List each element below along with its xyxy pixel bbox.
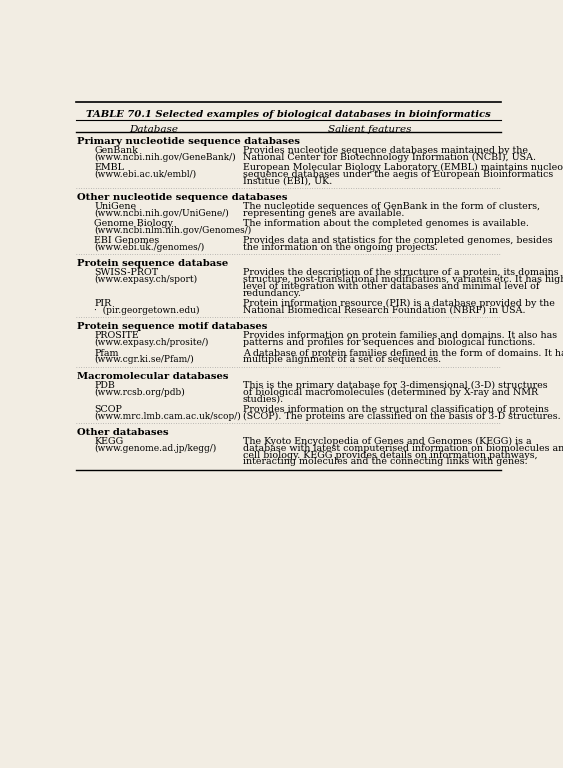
Text: interacting molecules and the connecting links with genes.: interacting molecules and the connecting… — [243, 457, 528, 466]
Text: (www.ebi.uk./genomes/): (www.ebi.uk./genomes/) — [95, 243, 204, 252]
Text: Protein sequence database: Protein sequence database — [77, 260, 228, 268]
Text: sequence databases under the aegis of European Bioinformatics: sequence databases under the aegis of Eu… — [243, 170, 553, 179]
Text: SCOP: SCOP — [95, 405, 122, 414]
Text: (www.mrc.lmb.cam.ac.uk/scop/): (www.mrc.lmb.cam.ac.uk/scop/) — [95, 412, 241, 421]
Text: National Biomedical Research Foundation (NBRF) in USA.: National Biomedical Research Foundation … — [243, 306, 525, 315]
Text: PDB: PDB — [95, 381, 115, 389]
Text: GenBank: GenBank — [95, 146, 138, 154]
Text: cell biology. KEGG provides details on information pathways,: cell biology. KEGG provides details on i… — [243, 451, 537, 459]
Text: studies).: studies). — [243, 394, 284, 403]
Text: patterns and profiles for sequences and biological functions.: patterns and profiles for sequences and … — [243, 338, 535, 347]
Text: representing genes are available.: representing genes are available. — [243, 209, 404, 217]
Text: A database of protein families defined in the form of domains. It has: A database of protein families defined i… — [243, 349, 563, 358]
Text: (www.genome.ad.jp/kegg/): (www.genome.ad.jp/kegg/) — [95, 444, 217, 453]
Text: (www.ebi.ac.uk/embl/): (www.ebi.ac.uk/embl/) — [95, 170, 196, 179]
Text: Genome Biology: Genome Biology — [95, 219, 173, 228]
Text: Institue (EBI), UK.: Institue (EBI), UK. — [243, 177, 332, 185]
Text: Protein sequence motif databases: Protein sequence motif databases — [77, 323, 267, 331]
Text: the information on the ongoing projects.: the information on the ongoing projects. — [243, 243, 437, 252]
Text: The nucleotide sequences of GenBank in the form of clusters,: The nucleotide sequences of GenBank in t… — [243, 202, 540, 211]
Text: Provides information on protein families and domains. It also has: Provides information on protein families… — [243, 331, 557, 340]
Text: The Kyoto Encyclopedia of Genes and Genomes (KEGG) is a: The Kyoto Encyclopedia of Genes and Geno… — [243, 437, 531, 446]
Text: Provides the description of the structure of a protein, its domains: Provides the description of the structur… — [243, 268, 558, 277]
Text: This is the primary database for 3-dimensional (3-D) structures: This is the primary database for 3-dimen… — [243, 381, 547, 390]
Text: (www.expasy.ch/sport): (www.expasy.ch/sport) — [95, 275, 198, 284]
Text: redundancy.: redundancy. — [243, 289, 302, 298]
Text: (www.ncbi.nlm.nih.gov/Genomes/): (www.ncbi.nlm.nih.gov/Genomes/) — [95, 226, 252, 235]
Text: Other nucleotide sequence databases: Other nucleotide sequence databases — [77, 193, 288, 202]
Text: KEGG: KEGG — [95, 437, 124, 446]
Text: (SCOP). The proteins are classified on the basis of 3-D structures.: (SCOP). The proteins are classified on t… — [243, 412, 560, 421]
Text: Primary nucleotide sequence databases: Primary nucleotide sequence databases — [77, 137, 300, 145]
Text: structure, post-translational modifications, variants etc. It has high: structure, post-translational modificati… — [243, 275, 563, 284]
Text: EMBL: EMBL — [95, 163, 124, 172]
Text: Protein information resource (PIR) is a database provided by the: Protein information resource (PIR) is a … — [243, 299, 555, 308]
Text: European Molecular Biology Laboratory (EMBL) maintains nucleotide: European Molecular Biology Laboratory (E… — [243, 163, 563, 172]
Text: (www.cgr.ki.se/Pfam/): (www.cgr.ki.se/Pfam/) — [95, 356, 194, 365]
Text: Salient features: Salient features — [328, 125, 411, 134]
Text: The information about the completed genomes is available.: The information about the completed geno… — [243, 219, 529, 228]
Text: PROSITE: PROSITE — [95, 331, 139, 340]
Text: (www.expasy.ch/prosite/): (www.expasy.ch/prosite/) — [95, 338, 209, 347]
Text: (www.ncbi.nih.gov/GeneBank/): (www.ncbi.nih.gov/GeneBank/) — [95, 153, 236, 161]
Text: Other databases: Other databases — [77, 428, 168, 437]
Text: Provides information on the structural classification of proteins: Provides information on the structural c… — [243, 405, 548, 414]
Text: (www.rcsb.org/pdb): (www.rcsb.org/pdb) — [95, 388, 185, 396]
Text: SWISS-PROT: SWISS-PROT — [95, 268, 159, 277]
Text: database with latest computerised information on biomolecules and: database with latest computerised inform… — [243, 444, 563, 452]
Text: National Center for Biotechnology Information (NCBI), USA.: National Center for Biotechnology Inform… — [243, 153, 536, 161]
Text: Macromolecular databases: Macromolecular databases — [77, 372, 229, 381]
Text: EBI Genomes: EBI Genomes — [95, 236, 160, 245]
Text: (www.ncbi.nih.gov/UniGene/): (www.ncbi.nih.gov/UniGene/) — [95, 209, 229, 218]
Text: Provides nucleotide sequence databases maintained by the: Provides nucleotide sequence databases m… — [243, 146, 528, 154]
Text: Pfam: Pfam — [95, 349, 119, 358]
Text: TABLE 70.1 Selected examples of biological databases in bioinformatics: TABLE 70.1 Selected examples of biologic… — [86, 110, 491, 119]
Text: UniGene: UniGene — [95, 202, 136, 211]
Text: Provides data and statistics for the completed genomes, besides: Provides data and statistics for the com… — [243, 236, 552, 245]
Text: ·  (pir.georgetown.edu): · (pir.georgetown.edu) — [95, 306, 200, 315]
Text: of biological macromolecules (determined by X-ray and NMR: of biological macromolecules (determined… — [243, 388, 538, 396]
Text: PIR: PIR — [95, 299, 111, 308]
Text: level of integration with other databases and minimal level of: level of integration with other database… — [243, 282, 539, 291]
Text: multiple alignment of a set of sequences.: multiple alignment of a set of sequences… — [243, 356, 441, 364]
Text: Database: Database — [129, 125, 178, 134]
